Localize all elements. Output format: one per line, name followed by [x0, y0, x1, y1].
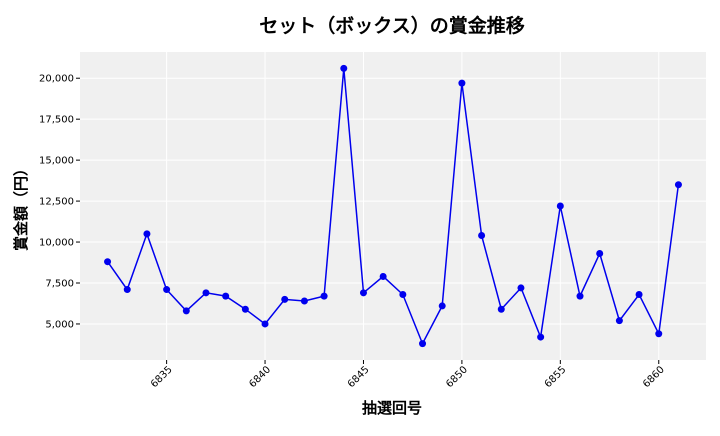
data-point [123, 286, 131, 294]
x-tick-label: 6845 [346, 364, 372, 390]
data-point [104, 258, 112, 266]
data-point [497, 305, 505, 313]
data-point [281, 295, 289, 303]
data-point [320, 292, 328, 300]
data-point [163, 286, 171, 294]
plot-area [80, 52, 706, 360]
x-tick-label: 6835 [149, 364, 175, 390]
y-tick-label: 7,500 [45, 279, 74, 290]
data-point [635, 290, 643, 298]
data-point [182, 307, 190, 315]
x-tick-label: 6850 [444, 364, 470, 390]
data-point [143, 230, 151, 238]
data-point [222, 292, 230, 300]
series-layer [104, 64, 682, 348]
x-tick-label: 6855 [543, 364, 569, 390]
data-point [556, 202, 564, 210]
data-point [300, 297, 308, 305]
data-point [478, 231, 486, 239]
data-point [419, 340, 427, 348]
y-tick-label: 10,000 [39, 238, 74, 249]
data-point [458, 79, 466, 87]
x-tick-label: 6840 [247, 364, 273, 390]
y-tick-label: 15,000 [39, 156, 74, 167]
data-point [537, 333, 545, 341]
y-tick-label: 12,500 [39, 197, 74, 208]
data-point [596, 250, 604, 258]
data-point [261, 320, 269, 328]
data-point [576, 292, 584, 300]
x-tick-label: 6860 [641, 364, 667, 390]
y-axis-label: 賞金額（円） [12, 161, 30, 251]
data-point [399, 290, 407, 298]
y-tick-label: 5,000 [45, 319, 74, 330]
data-point [438, 302, 446, 310]
x-axis-label: 抽選回号 [362, 399, 422, 417]
data-point [340, 64, 348, 72]
data-point [359, 289, 367, 297]
data-point [655, 330, 663, 338]
data-point [517, 284, 525, 292]
data-point [674, 181, 682, 189]
y-tick-label: 20,000 [39, 74, 74, 85]
data-point [615, 317, 623, 325]
chart-title: セット（ボックス）の賞金推移 [259, 14, 524, 37]
data-point [379, 272, 387, 280]
data-point [241, 305, 249, 313]
data-point [202, 289, 210, 297]
y-tick-label: 17,500 [39, 115, 74, 126]
series-line [106, 68, 680, 346]
